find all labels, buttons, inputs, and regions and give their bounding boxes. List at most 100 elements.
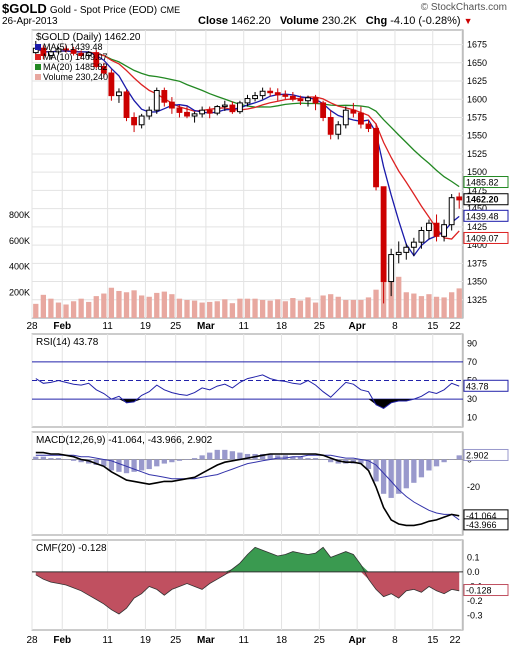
rsi-tick-label: 30 (467, 394, 477, 404)
volume-value: 230.2K (321, 15, 357, 27)
volume-bar (222, 299, 228, 318)
volume-bar (78, 298, 84, 318)
candle-body (237, 102, 243, 113)
price-marker-box (463, 193, 509, 206)
price-tick-label: 1425 (467, 222, 487, 232)
macd-histogram-bar (161, 459, 167, 464)
macd-tick-label: -20 (467, 482, 480, 492)
close-label: Close (198, 15, 228, 27)
macd-marker-box (463, 448, 509, 461)
legend-entry: MA(5) 1439.48 (43, 42, 103, 52)
cmf-line (35, 546, 460, 615)
volume-bar (191, 300, 198, 318)
candle-body (289, 95, 296, 100)
legend-entry: MA(10) 1409.07 (43, 52, 108, 62)
volume-bar (328, 294, 334, 318)
volume-bar (33, 303, 39, 318)
exchange: CME (160, 5, 181, 15)
macd-histogram-bar (207, 452, 213, 460)
volume-bar (403, 292, 409, 318)
volume-bar (290, 298, 296, 318)
candle-body (441, 224, 448, 237)
macd-histogram-bar (426, 459, 432, 471)
volume-bar (426, 294, 432, 318)
x-tick-label: 19 (140, 321, 152, 332)
candle-body (123, 91, 130, 118)
macd-histogram-bar (305, 458, 311, 460)
x-tick-label-bottom: 18 (276, 635, 288, 646)
volume-bar (176, 298, 183, 318)
symbol: $GOLD (2, 1, 47, 16)
price-marker-label: 1462.20 (466, 195, 499, 205)
volume-label: Volume (279, 15, 319, 27)
candle-body (426, 222, 432, 232)
candle-body (395, 251, 402, 256)
candle-body (282, 94, 289, 97)
macd-histogram-bar (70, 459, 77, 461)
close-value: 1462.20 (231, 15, 271, 27)
volume-tick-label: 200K (9, 287, 30, 297)
macd-histogram-bar (40, 456, 46, 460)
volume-bar (108, 287, 115, 318)
macd-histogram-bar (267, 453, 273, 460)
candle-body (342, 109, 349, 126)
legend-entry: Volume 230,240 (43, 72, 108, 82)
rsi-tick-label: 10 (467, 413, 477, 423)
volume-bar (275, 299, 281, 318)
macd-histogram-bar (222, 449, 228, 460)
candle-body (63, 48, 69, 51)
x-tick-label: 8 (392, 321, 398, 332)
candle-body (206, 109, 213, 114)
candle-body (267, 90, 274, 94)
volume-bar (441, 297, 447, 318)
rsi-tick-label: 90 (467, 338, 477, 348)
candle-body (146, 109, 153, 117)
candle-body (85, 52, 92, 57)
price-marker-box (463, 231, 509, 244)
x-tick-label: 15 (427, 321, 439, 332)
macd-histogram-bar (93, 459, 99, 465)
volume-bar (214, 301, 220, 318)
volume-bar (40, 294, 46, 318)
candle-body (274, 92, 281, 96)
macd-histogram-bar (33, 456, 39, 460)
candle-body (191, 113, 198, 117)
legend-swatch (35, 44, 41, 50)
candle-body (335, 124, 342, 135)
volume-bar (297, 300, 304, 318)
copyright: © StockCharts.com (420, 2, 507, 13)
x-tick-label: 28 (26, 321, 38, 332)
volume-bar (207, 301, 213, 318)
macd-histogram-bar (229, 451, 236, 460)
x-tick-label-bottom: 11 (239, 635, 250, 646)
price-tick-label: 1450 (467, 204, 487, 214)
macd-histogram-bar (320, 459, 326, 460)
price-tick-label: 1550 (467, 131, 487, 141)
volume-bar (48, 298, 54, 318)
candle-body (40, 47, 47, 57)
x-tick-label: 25 (170, 321, 182, 332)
candle-body (176, 107, 183, 113)
volume-bar (229, 303, 236, 318)
macd-histogram-bar (433, 459, 440, 467)
volume-bar (312, 302, 319, 318)
volume-bar (449, 292, 455, 318)
rsi-marker-box (463, 379, 509, 392)
rsi-marker-label: 43.78 (466, 381, 489, 391)
volume-bar (244, 298, 251, 318)
volume-bar (305, 297, 311, 318)
x-tick-label: Mar (197, 321, 215, 332)
macd-histogram-bar (138, 459, 145, 471)
x-tick-label: 25 (314, 321, 326, 332)
candle-body (350, 109, 357, 114)
price-tick-label: 1675 (467, 40, 487, 50)
candle-body (358, 112, 364, 125)
macd-histogram-bar (191, 458, 198, 460)
cmf-negative-area (35, 571, 460, 615)
rsi-line (35, 374, 460, 409)
macd-histogram-bar (456, 455, 462, 460)
volume-tick-label: 800K (9, 210, 30, 220)
volume-bar (373, 289, 379, 318)
price-tick-label: 1475 (467, 185, 487, 195)
